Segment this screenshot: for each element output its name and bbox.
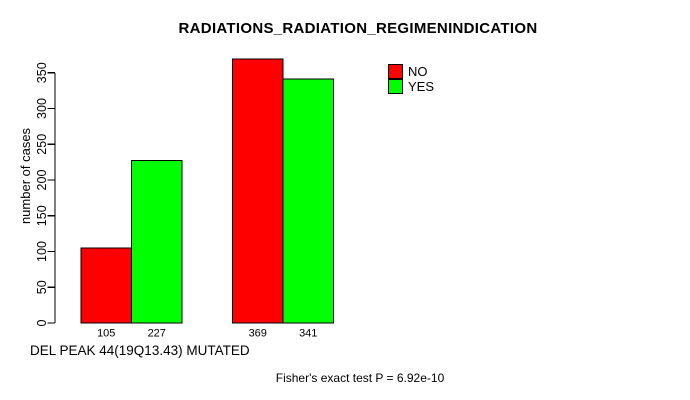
legend-label: YES [408, 79, 435, 94]
y-tick-label: 350 [35, 62, 49, 83]
bar-value-label: 227 [148, 328, 166, 340]
y-tick-label: 300 [35, 98, 49, 119]
y-tick-label: 200 [35, 170, 49, 191]
y-tick-label: 150 [35, 205, 49, 226]
bar-value-label: 369 [249, 328, 267, 340]
fisher-test-annotation: Fisher's exact test P = 6.92e-10 [275, 371, 445, 385]
legend-item-no: NO [388, 64, 434, 79]
bar-value-label: 105 [97, 328, 115, 340]
y-tick-label: 50 [35, 280, 49, 294]
legend-swatch-yes [388, 79, 403, 94]
legend-item-yes: YES [388, 79, 434, 94]
legend: NO YES [388, 64, 434, 94]
legend-swatch-no [388, 64, 403, 79]
x-axis-label: DEL PEAK 44(19Q13.43) MUTATED [30, 343, 250, 358]
bar-value-label: 341 [299, 328, 317, 340]
chart-title: RADIATIONS_RADIATION_REGIMENINDICATION [178, 20, 538, 37]
y-axis-title: number of cases [18, 127, 33, 224]
bar-yes-group1 [131, 160, 183, 324]
bar-yes-group2 [282, 78, 334, 324]
legend-label: NO [408, 64, 428, 79]
y-tick-label: 100 [35, 241, 49, 262]
bar-no-group2 [232, 58, 284, 324]
y-tick-label: 0 [35, 319, 49, 326]
bar-no-group1 [80, 247, 132, 324]
y-tick-label: 250 [35, 134, 49, 155]
